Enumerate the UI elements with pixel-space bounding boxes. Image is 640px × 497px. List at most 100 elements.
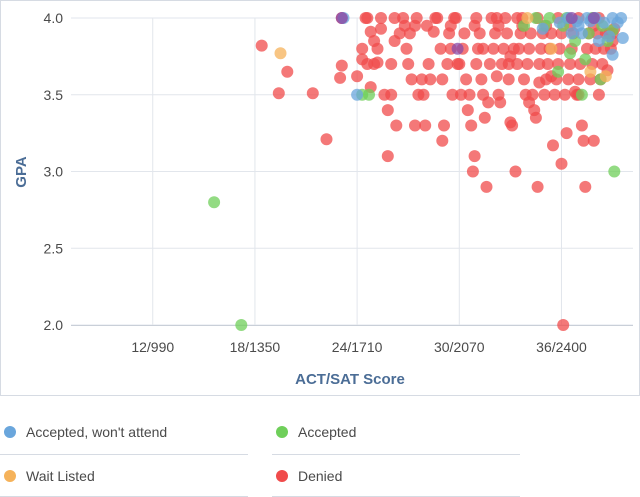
data-point[interactable] — [402, 58, 415, 70]
data-point[interactable] — [363, 88, 375, 101]
data-point[interactable] — [335, 12, 348, 24]
data-point[interactable] — [274, 47, 287, 60]
data-point[interactable] — [533, 76, 546, 89]
data-point[interactable] — [272, 87, 285, 100]
data-point[interactable] — [531, 180, 544, 193]
data-point[interactable] — [587, 134, 600, 147]
data-point[interactable] — [548, 88, 561, 101]
data-point[interactable] — [465, 119, 478, 132]
data-point[interactable] — [487, 42, 500, 55]
data-point[interactable] — [579, 53, 592, 66]
data-point[interactable] — [536, 22, 549, 35]
data-point[interactable] — [575, 119, 588, 132]
data-point[interactable] — [449, 12, 462, 24]
data-point[interactable] — [415, 73, 428, 86]
data-point[interactable] — [572, 73, 585, 86]
data-point[interactable] — [419, 119, 432, 132]
data-point[interactable] — [581, 42, 593, 55]
data-point[interactable] — [417, 88, 430, 101]
data-point[interactable] — [385, 88, 398, 101]
data-point[interactable] — [509, 165, 522, 178]
data-point[interactable] — [565, 12, 578, 24]
data-point[interactable] — [575, 88, 588, 101]
data-point[interactable] — [564, 47, 576, 60]
data-point[interactable] — [521, 58, 534, 70]
data-point[interactable] — [552, 65, 565, 78]
data-point[interactable] — [592, 88, 605, 101]
data-point[interactable] — [420, 19, 433, 32]
data-point[interactable] — [529, 111, 542, 124]
data-point[interactable] — [490, 70, 503, 83]
data-point[interactable] — [460, 73, 473, 86]
data-point[interactable] — [422, 58, 435, 70]
data-point[interactable] — [533, 58, 546, 70]
data-point[interactable] — [255, 39, 268, 52]
data-point[interactable] — [455, 88, 467, 101]
data-point[interactable] — [364, 25, 377, 38]
data-point[interactable] — [400, 42, 413, 55]
data-point[interactable] — [438, 119, 450, 132]
data-point[interactable] — [388, 35, 401, 47]
data-point[interactable] — [524, 27, 537, 40]
legend-item-wait-listed[interactable]: Wait Listed — [4, 456, 95, 496]
data-point[interactable] — [361, 12, 374, 24]
data-point[interactable] — [441, 58, 454, 70]
data-point[interactable] — [611, 16, 624, 29]
data-point[interactable] — [398, 19, 411, 32]
data-point[interactable] — [592, 35, 605, 47]
legend-item-denied[interactable]: Denied — [276, 456, 342, 496]
data-point[interactable] — [523, 42, 536, 55]
data-point[interactable] — [608, 165, 621, 178]
data-point[interactable] — [453, 58, 466, 70]
data-point[interactable] — [409, 19, 421, 32]
legend-item-accepted[interactable]: Accepted — [276, 412, 356, 452]
data-point[interactable] — [375, 22, 387, 35]
data-point[interactable] — [466, 165, 479, 178]
data-point[interactable] — [584, 65, 597, 78]
legend-item-accepted-wont-attend[interactable]: Accepted, won't attend — [4, 412, 167, 452]
data-point[interactable] — [529, 12, 542, 24]
data-point[interactable] — [281, 65, 294, 78]
data-point[interactable] — [538, 88, 551, 101]
data-point[interactable] — [458, 27, 471, 40]
data-point[interactable] — [490, 12, 503, 24]
data-point[interactable] — [375, 12, 387, 24]
data-point[interactable] — [606, 48, 619, 61]
data-point[interactable] — [562, 73, 575, 86]
data-point[interactable] — [599, 70, 612, 83]
data-point[interactable] — [385, 58, 398, 70]
data-point[interactable] — [434, 42, 447, 55]
data-point[interactable] — [616, 32, 629, 44]
data-point[interactable] — [436, 134, 449, 147]
data-point[interactable] — [470, 12, 483, 24]
data-point[interactable] — [368, 35, 381, 47]
data-point[interactable] — [579, 180, 592, 193]
data-point[interactable] — [235, 319, 248, 331]
data-point[interactable] — [511, 12, 524, 24]
data-point[interactable] — [535, 42, 547, 55]
data-point[interactable] — [564, 58, 576, 70]
data-point[interactable] — [575, 27, 588, 40]
data-point[interactable] — [553, 42, 566, 55]
data-point[interactable] — [482, 96, 495, 109]
data-point[interactable] — [523, 96, 536, 109]
data-point[interactable] — [565, 27, 578, 40]
data-point[interactable] — [208, 196, 221, 209]
data-point[interactable] — [555, 157, 568, 170]
data-point[interactable] — [335, 59, 348, 72]
data-point[interactable] — [504, 50, 517, 63]
data-point[interactable] — [409, 119, 421, 132]
data-point[interactable] — [478, 111, 491, 124]
data-point[interactable] — [446, 88, 459, 101]
data-point[interactable] — [499, 12, 512, 24]
data-point[interactable] — [429, 12, 442, 24]
data-point[interactable] — [560, 127, 573, 140]
data-point[interactable] — [483, 58, 496, 70]
data-point[interactable] — [381, 104, 394, 117]
data-point[interactable] — [521, 12, 534, 24]
data-point[interactable] — [497, 42, 510, 55]
data-point[interactable] — [501, 27, 513, 40]
data-point[interactable] — [424, 73, 437, 86]
data-point[interactable] — [603, 30, 616, 43]
data-point[interactable] — [334, 71, 347, 84]
